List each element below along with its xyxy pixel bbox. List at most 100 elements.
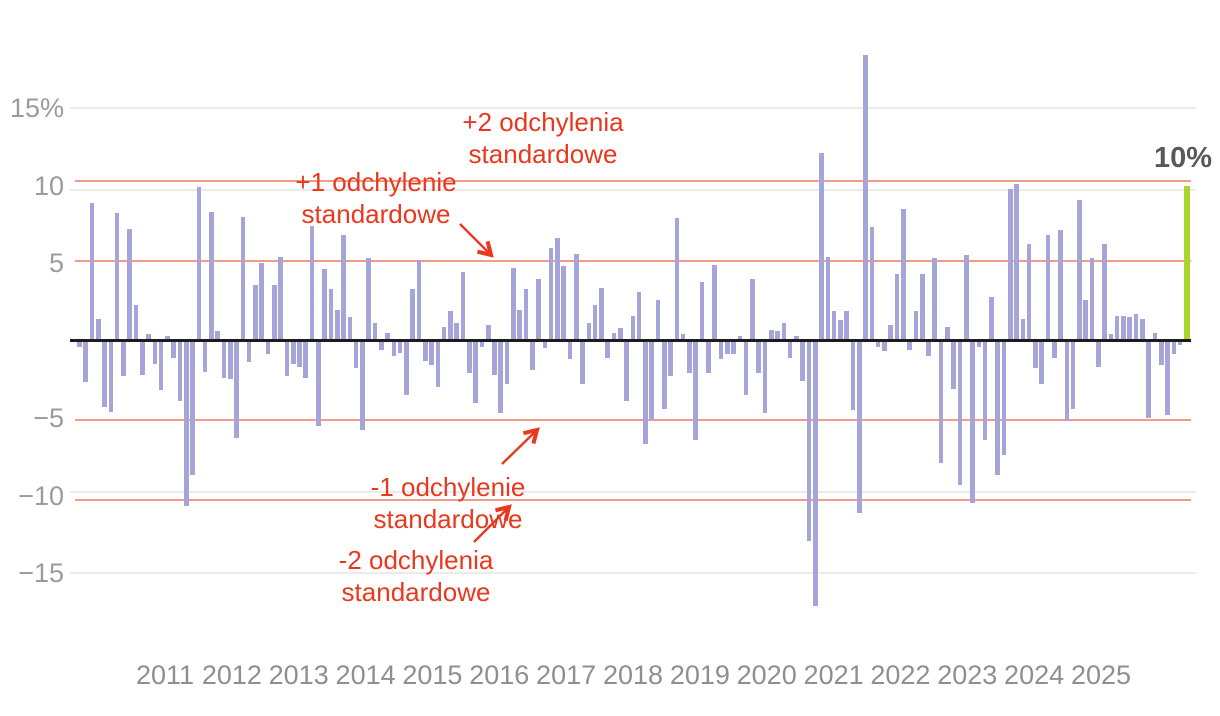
bar: [838, 320, 843, 341]
bar: [523, 289, 529, 341]
annotation-plus1-sd: +1 odchylenie standardowe: [295, 166, 456, 230]
bar: [278, 256, 283, 341]
bar: [303, 340, 309, 378]
bar: [353, 340, 359, 369]
bar: [209, 211, 214, 341]
bar: [1020, 318, 1026, 341]
bar: [819, 153, 824, 341]
bar: [511, 267, 516, 341]
bar: [429, 340, 434, 366]
bar: [913, 311, 919, 341]
bar: [655, 300, 661, 341]
bar: [617, 328, 623, 341]
bar: [662, 340, 667, 409]
bar: [768, 329, 774, 341]
bar: [611, 332, 617, 341]
bar: [869, 227, 875, 341]
bar: [498, 340, 504, 414]
bar: [1026, 244, 1032, 341]
bar: [492, 340, 497, 375]
bar: [970, 340, 975, 504]
bar: [1077, 199, 1082, 341]
x-axis-tick-label: 2022: [870, 660, 931, 690]
bar: [907, 340, 912, 350]
bar: [1089, 258, 1095, 341]
bar: [309, 225, 315, 341]
bar: [875, 340, 881, 347]
x-axis-tick-label: 2024: [1004, 660, 1065, 690]
bar: [938, 340, 944, 463]
bar: [360, 340, 365, 431]
bar: [259, 263, 265, 341]
bar: [894, 273, 900, 341]
bar: [366, 258, 371, 341]
bar: [284, 340, 290, 377]
bar: [806, 340, 812, 541]
bar: [479, 340, 485, 347]
bar: [599, 287, 604, 341]
bar: [435, 340, 441, 387]
bar: [831, 311, 837, 341]
bar: [404, 340, 409, 395]
bar: [234, 340, 239, 439]
bar: [712, 264, 717, 341]
bar: [844, 311, 850, 341]
bar: [504, 340, 510, 384]
bar: [787, 340, 793, 358]
bar: [1152, 332, 1158, 341]
y-gridline: [70, 490, 1196, 493]
bar: [114, 213, 120, 341]
bar: [649, 340, 655, 420]
bar: [592, 304, 598, 341]
bar: [548, 247, 554, 341]
annotation-plus1-line2: standardowe: [301, 199, 451, 229]
bar: [1140, 318, 1145, 341]
bar: [863, 55, 868, 341]
bar: [756, 340, 761, 374]
x-axis-tick-label: 2015: [402, 660, 463, 690]
bar: [699, 281, 705, 341]
bar: [1001, 340, 1007, 456]
bar: [586, 323, 592, 341]
bar: [1058, 230, 1063, 341]
bar: [372, 323, 378, 341]
bar: [926, 340, 931, 356]
bar: [1158, 340, 1164, 366]
bar: [1177, 340, 1183, 346]
bar: [1070, 340, 1076, 409]
bar: [630, 315, 636, 341]
bar: [775, 331, 780, 341]
bar: [83, 340, 88, 383]
bar: [1165, 340, 1170, 415]
bar: [322, 269, 327, 341]
bar: [422, 340, 428, 361]
bar: [460, 272, 466, 341]
bar: [989, 297, 994, 341]
arrow-to-plus1-line: [459, 223, 494, 258]
x-axis-tick-label: 2019: [669, 660, 730, 690]
bar: [1108, 334, 1114, 341]
bar: [573, 253, 579, 341]
y-axis-tick-label: 10: [33, 170, 64, 201]
bar: [473, 340, 478, 403]
std-dev-reference-line: [75, 499, 1191, 502]
bar: [108, 340, 114, 412]
bar: [888, 325, 894, 341]
bar: [624, 340, 629, 401]
bar: [347, 317, 353, 341]
bar: [410, 289, 416, 341]
bar: [1096, 340, 1101, 367]
bar: [529, 340, 535, 370]
bar: [328, 289, 334, 341]
bar: [196, 187, 202, 341]
x-axis-tick-label: 2014: [335, 660, 396, 690]
bar: [982, 340, 988, 440]
bar: [812, 340, 818, 606]
annotation-minus1-sd: -1 odchylenie standardowe: [371, 471, 526, 535]
bar: [825, 256, 831, 341]
bar: [674, 218, 680, 341]
bar: [77, 340, 82, 347]
bar: [680, 334, 686, 341]
bar: [297, 340, 302, 367]
